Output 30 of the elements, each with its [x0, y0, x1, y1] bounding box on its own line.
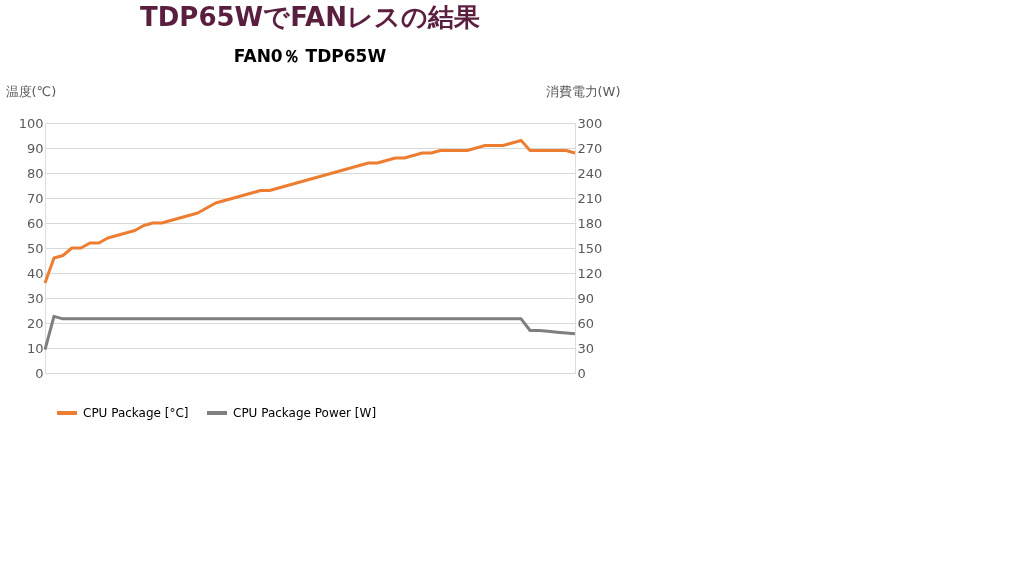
y-axis-title: 温度(℃)	[5, 83, 57, 99]
y2-tick-label: 210	[577, 190, 603, 206]
y2-tick-label: 120	[577, 265, 603, 281]
y-tick-label: 80	[26, 165, 44, 181]
y-tick-label: 20	[26, 315, 44, 331]
y-tick-label: 30	[26, 290, 44, 306]
y-tick-label: 10	[26, 340, 44, 356]
line-series	[43, 314, 577, 352]
y2-tick-label: 240	[577, 165, 603, 181]
y2-tick-label: 90	[577, 290, 595, 306]
y-tick-label: 0	[35, 365, 44, 381]
y-tick-label: 40	[26, 265, 44, 281]
y2-axis-title: 消費電力(W)	[545, 83, 621, 99]
y2-tick-label: 300	[577, 115, 603, 131]
y-tick-label: 90	[26, 140, 44, 156]
legend-label: CPU Package Power [W]	[233, 406, 377, 420]
y2-tick-label: 0	[577, 365, 586, 381]
y-tick-label: 50	[26, 240, 44, 256]
y2-tick-label: 150	[577, 240, 603, 256]
y2-tick-label: 60	[577, 315, 595, 331]
chart-subtitle: FAN0％ TDP65W	[233, 46, 387, 66]
y-tick-label: 60	[26, 215, 44, 231]
line-series	[43, 139, 577, 285]
y-tick-label: 100	[18, 115, 44, 131]
y2-tick-label: 270	[577, 140, 603, 156]
chart-title: TDP65WでFANレスの結果	[140, 2, 480, 32]
y2-tick-label: 30	[577, 340, 595, 356]
y-tick-label: 70	[26, 190, 44, 206]
y2-tick-label: 180	[577, 215, 603, 231]
legend-label: CPU Package [°C]	[83, 406, 189, 420]
